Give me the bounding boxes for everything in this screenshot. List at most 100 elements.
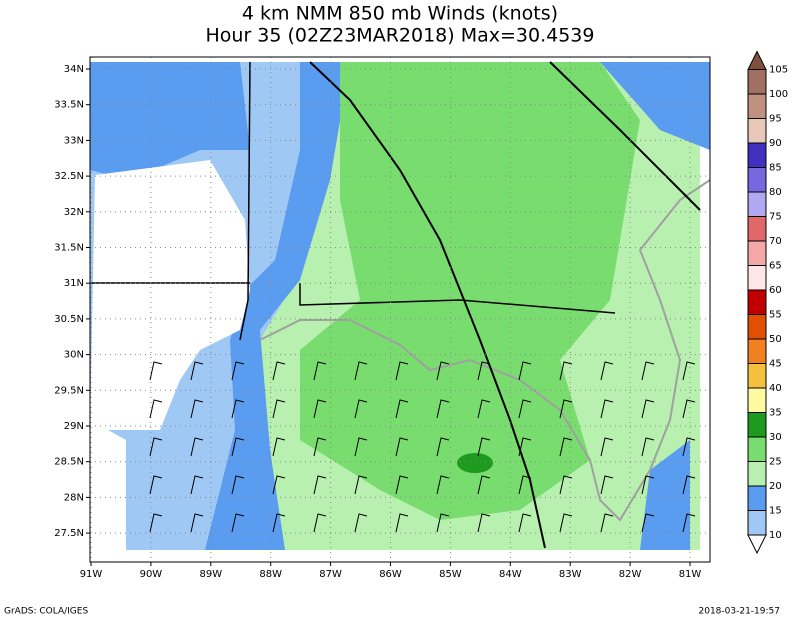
- lon-label: 89W: [199, 569, 222, 580]
- colorbar-cell: [747, 216, 767, 242]
- colorbar-cell: [747, 240, 767, 266]
- colorbar-cell: [747, 191, 767, 217]
- colorbar-cell: [747, 412, 767, 438]
- lon-label: 88W: [259, 569, 282, 580]
- state-border: [299, 283, 616, 314]
- wind-barb: [477, 437, 491, 457]
- colorbar-label: 90: [769, 138, 782, 149]
- colorbar-label: 70: [769, 236, 782, 247]
- lat-label: 31N: [64, 278, 84, 289]
- colorbar-cell: [747, 69, 767, 95]
- wind-barb: [190, 399, 204, 419]
- colorbar-cell: [747, 142, 767, 168]
- colorbar-cell: [747, 167, 767, 193]
- wind-barb: [559, 399, 573, 419]
- lat-label: 29N: [64, 421, 84, 432]
- wind-barb: [641, 361, 655, 381]
- wind-barb: [313, 361, 327, 381]
- colorbar-label: 75: [769, 212, 782, 223]
- map-fill: [90, 57, 710, 562]
- colorbar-cell: [747, 485, 767, 511]
- lat-label: 34N: [64, 64, 84, 75]
- wind-barb: [272, 399, 286, 419]
- wind-barb: [395, 361, 409, 381]
- lat-label: 27.5N: [54, 528, 84, 539]
- wind-barb: [354, 361, 368, 381]
- wind-barb: [231, 437, 245, 457]
- lon-label: 82W: [619, 569, 642, 580]
- wind-barb: [313, 475, 327, 495]
- field-blue: [205, 62, 350, 550]
- colorbar-top: [747, 50, 767, 70]
- time-zone-line: [549, 61, 701, 211]
- wind-barb: [518, 437, 532, 457]
- wind-barb: [313, 399, 327, 419]
- wind-barb: [477, 475, 491, 495]
- wind-barb: [682, 513, 696, 533]
- wind-barb: [641, 437, 655, 457]
- colorbar-label: 25: [769, 457, 782, 468]
- footer-right: 2018-03-21-19:57: [699, 607, 781, 617]
- lon-label: 84W: [499, 569, 522, 580]
- wind-barb: [477, 399, 491, 419]
- wind-barb: [149, 475, 163, 495]
- wind-barb: [272, 513, 286, 533]
- wind-barb: [231, 361, 245, 381]
- wind-barb: [149, 399, 163, 419]
- wind-barb: [395, 513, 409, 533]
- lat-label: 32N: [64, 207, 84, 218]
- wind-barb: [436, 475, 450, 495]
- wind-barb: [190, 475, 204, 495]
- lat-label: 30.5N: [54, 314, 84, 325]
- lon-label: 85W: [439, 569, 462, 580]
- wind-barb: [559, 361, 573, 381]
- wind-barb: [436, 437, 450, 457]
- colorbar-cell: [747, 93, 767, 119]
- wind-barb: [436, 361, 450, 381]
- wind-barb: [395, 399, 409, 419]
- colorbar: 10 15 20 25 30 35 40 45 50 55 60 65 70 75 80 85 90 95 100 1…: [747, 50, 788, 555]
- wind-barb: [559, 513, 573, 533]
- wind-barb: [395, 437, 409, 457]
- wind-barb: [149, 361, 163, 381]
- colorbar-cell: [747, 461, 767, 487]
- borders: [90, 61, 711, 549]
- wind-barb: [641, 399, 655, 419]
- lon-label: 81W: [679, 569, 702, 580]
- wind-barb: [149, 513, 163, 533]
- graticule: [86, 57, 710, 566]
- wind-barb: [231, 475, 245, 495]
- wind-barb: [190, 513, 204, 533]
- colorbar-label: 105: [769, 65, 788, 76]
- colorbar-cell: [747, 436, 767, 462]
- wind-barb: [518, 361, 532, 381]
- wind-barb: [682, 475, 696, 495]
- footer-left: GrADS: COLA/IGES: [4, 607, 88, 617]
- wind-barb: [272, 361, 286, 381]
- title-line-2: Hour 35 (02Z23MAR2018) Max=30.4539: [206, 25, 595, 47]
- colorbar-cell: [747, 510, 767, 536]
- wind-barb: [354, 513, 368, 533]
- lat-label: 33N: [64, 135, 84, 146]
- wind-barb: [231, 399, 245, 419]
- field-blue: [640, 440, 690, 550]
- colorbar-cell: [747, 265, 767, 291]
- colorbar-label: 80: [769, 187, 782, 198]
- field-blue: [600, 62, 710, 150]
- colorbar-label: 20: [769, 481, 782, 492]
- state-border: [239, 61, 251, 341]
- wind-barb: [354, 437, 368, 457]
- colorbar-label: 50: [769, 334, 782, 345]
- colorbar-label: 45: [769, 359, 782, 370]
- lon-label: 91W: [80, 569, 103, 580]
- wind-barbs: [149, 361, 696, 533]
- wind-barb: [313, 513, 327, 533]
- colorbar-label: 30: [769, 432, 782, 443]
- lat-label: 30N: [64, 350, 84, 361]
- colorbar-bottom: [747, 534, 767, 555]
- colorbar-label: 10: [769, 530, 782, 541]
- wind-barb: [395, 475, 409, 495]
- wind-barb: [682, 437, 696, 457]
- lon-label: 90W: [140, 569, 163, 580]
- wind-barb: [600, 399, 614, 419]
